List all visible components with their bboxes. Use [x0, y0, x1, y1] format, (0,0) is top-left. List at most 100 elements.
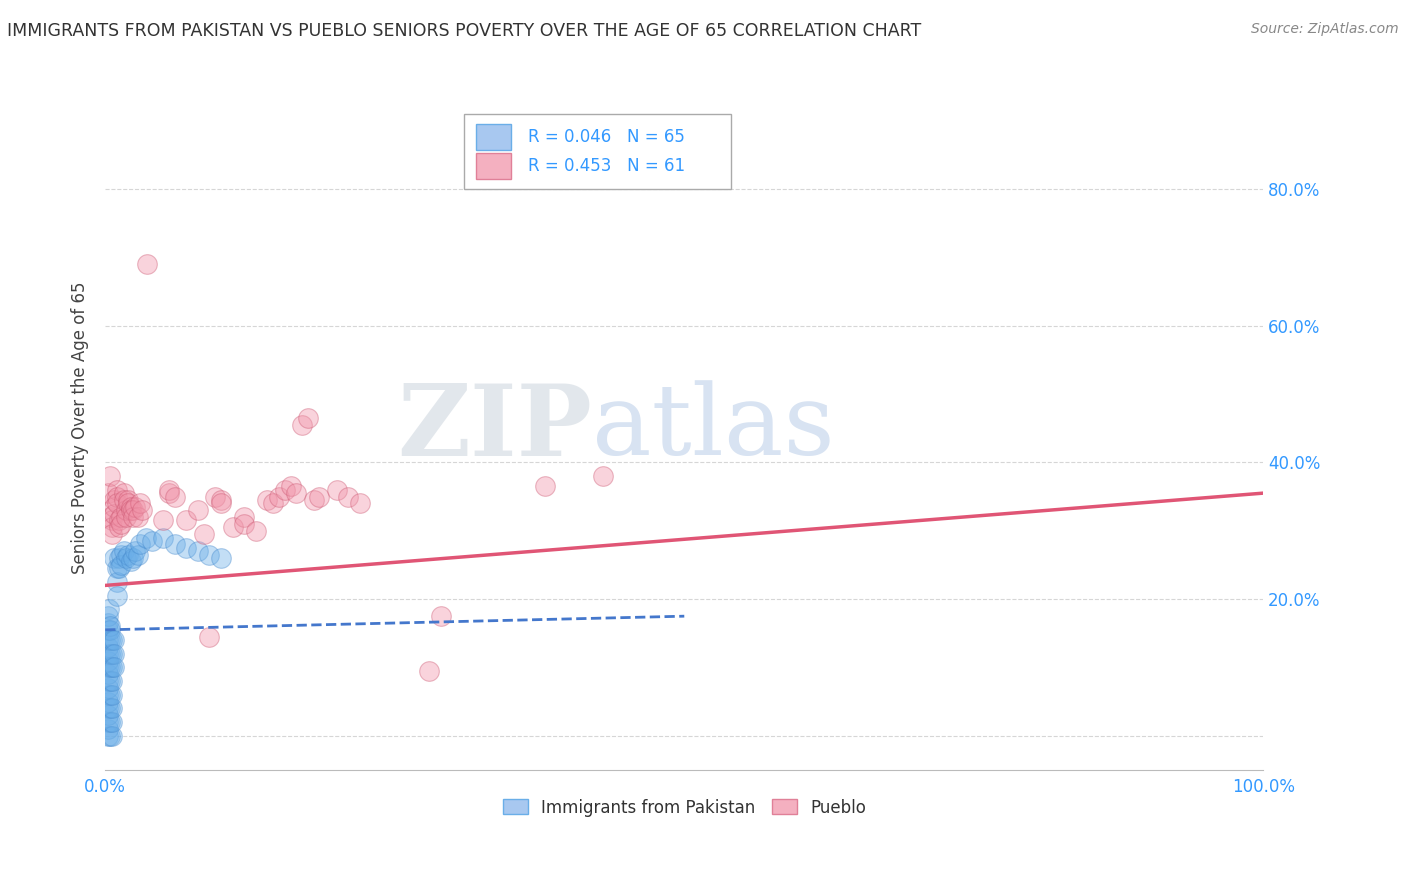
Point [124, 500, 146, 514]
Point [96, 486, 118, 500]
Point [96, 708, 118, 723]
Point [101, 633, 124, 648]
Point [97, 602, 120, 616]
Point [96, 715, 118, 730]
Point [108, 551, 131, 566]
Point [96, 615, 118, 630]
Point [120, 500, 142, 514]
Point [112, 544, 135, 558]
Point [103, 551, 125, 566]
Point [129, 537, 152, 551]
Point [101, 688, 124, 702]
Text: IMMIGRANTS FROM PAKISTAN VS PUEBLO SENIORS POVERTY OVER THE AGE OF 65 CORRELATIO: IMMIGRANTS FROM PAKISTAN VS PUEBLO SENIO… [7, 22, 921, 40]
Point [98, 660, 121, 674]
Point [96, 660, 118, 674]
Point [122, 551, 145, 566]
Point [349, 496, 371, 510]
Text: Source: ZipAtlas.com: Source: ZipAtlas.com [1251, 22, 1399, 37]
Text: atlas: atlas [592, 380, 834, 476]
Point [115, 510, 138, 524]
Point [105, 561, 128, 575]
Point [187, 503, 209, 517]
Point [103, 500, 125, 514]
Point [103, 507, 125, 521]
Point [430, 609, 453, 624]
Point [96, 688, 118, 702]
Point [152, 513, 174, 527]
Point [221, 520, 243, 534]
Point [110, 558, 132, 572]
Point [209, 492, 232, 507]
Point [96, 701, 118, 715]
Point [209, 551, 232, 566]
Point [96, 695, 118, 709]
Point [418, 664, 440, 678]
Point [98, 729, 121, 743]
Point [98, 619, 121, 633]
Point [198, 548, 221, 562]
FancyBboxPatch shape [475, 153, 510, 178]
Point [204, 490, 226, 504]
Point [280, 479, 302, 493]
Point [592, 469, 614, 483]
Point [233, 510, 256, 524]
Point [105, 496, 128, 510]
Point [122, 510, 145, 524]
Point [96, 633, 118, 648]
Point [103, 492, 125, 507]
Point [110, 548, 132, 562]
Point [141, 533, 163, 548]
Point [120, 503, 142, 517]
Point [101, 527, 124, 541]
Point [135, 531, 157, 545]
Point [103, 633, 125, 648]
Point [101, 647, 124, 661]
Point [96, 667, 118, 681]
Point [112, 486, 135, 500]
Text: ZIP: ZIP [396, 380, 592, 476]
Point [127, 510, 149, 524]
Point [101, 520, 124, 534]
Point [157, 483, 180, 497]
Point [262, 496, 284, 510]
Text: R = 0.046   N = 65: R = 0.046 N = 65 [527, 128, 685, 146]
Point [101, 715, 124, 730]
Point [101, 660, 124, 674]
Point [101, 701, 124, 715]
Point [98, 647, 121, 661]
Point [110, 510, 132, 524]
Point [120, 554, 142, 568]
Point [198, 630, 221, 644]
Point [163, 490, 186, 504]
Point [96, 623, 118, 637]
Y-axis label: Seniors Poverty Over the Age of 65: Seniors Poverty Over the Age of 65 [72, 282, 89, 574]
Point [98, 715, 121, 730]
Point [127, 548, 149, 562]
Point [117, 548, 139, 562]
Point [98, 510, 121, 524]
Point [193, 527, 215, 541]
Point [209, 496, 232, 510]
Point [152, 531, 174, 545]
Point [96, 722, 118, 736]
Point [101, 729, 124, 743]
Point [98, 688, 121, 702]
Point [337, 490, 360, 504]
Point [108, 561, 131, 575]
Point [274, 483, 297, 497]
Point [101, 513, 124, 527]
Point [131, 503, 153, 517]
Point [96, 681, 118, 695]
Point [115, 551, 138, 566]
Point [96, 674, 118, 689]
Point [297, 411, 319, 425]
Point [108, 520, 131, 534]
FancyBboxPatch shape [464, 113, 731, 189]
Point [98, 633, 121, 648]
Point [98, 674, 121, 689]
Point [129, 496, 152, 510]
Point [163, 537, 186, 551]
Point [96, 729, 118, 743]
Point [233, 516, 256, 531]
Point [302, 492, 325, 507]
